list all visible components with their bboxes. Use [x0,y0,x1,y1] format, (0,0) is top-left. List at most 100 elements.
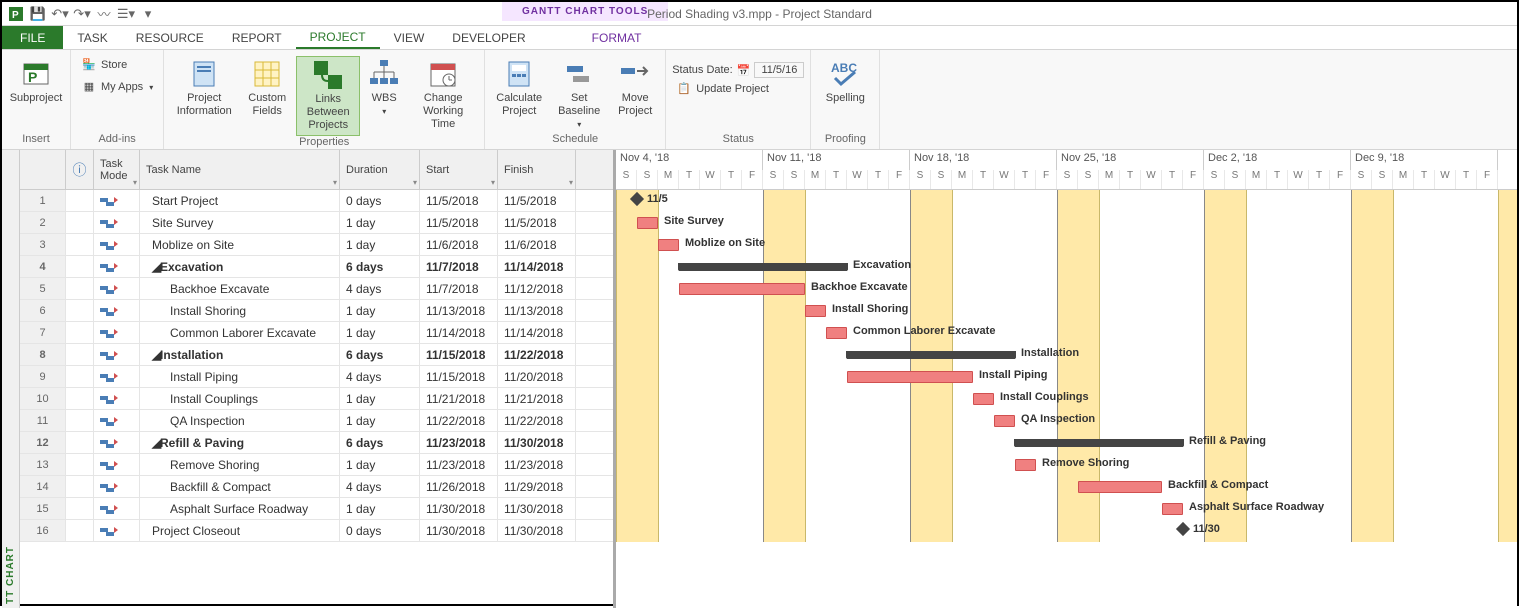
task-mode-cell[interactable] [94,454,140,475]
task-row[interactable]: 10 Install Couplings1 day11/21/201811/21… [20,388,613,410]
summary-bar[interactable] [1015,439,1183,447]
row-info[interactable] [66,190,94,211]
row-info[interactable] [66,234,94,255]
start-cell[interactable]: 11/23/2018 [420,432,498,453]
status-date-value[interactable]: 11/5/16 [754,62,804,78]
tab-view[interactable]: VIEW [380,26,439,49]
finish-cell[interactable]: 11/29/2018 [498,476,576,497]
task-row[interactable]: 2 Site Survey1 day11/5/201811/5/2018 [20,212,613,234]
duration-cell[interactable]: 1 day [340,410,420,431]
undo-icon[interactable]: ↶▾ [52,6,68,22]
row-info[interactable] [66,256,94,277]
row-info[interactable] [66,432,94,453]
start-cell[interactable]: 11/26/2018 [420,476,498,497]
task-mode-cell[interactable] [94,520,140,541]
row-number[interactable]: 14 [20,476,66,497]
row-info[interactable] [66,410,94,431]
duration-cell[interactable]: 0 days [340,190,420,211]
task-mode-cell[interactable] [94,234,140,255]
activity-icon[interactable]: 〰 [96,6,112,22]
set-baseline-button[interactable]: Set Baseline▾ [551,56,607,132]
myapps-button[interactable]: ▦My Apps▾ [77,78,157,98]
task-name-cell[interactable]: Backhoe Excavate [140,278,340,299]
finish-cell[interactable]: 11/5/2018 [498,190,576,211]
finish-cell[interactable]: 11/12/2018 [498,278,576,299]
task-row[interactable]: 15 Asphalt Surface Roadway1 day11/30/201… [20,498,613,520]
task-row[interactable]: 4◢ Excavation6 days11/7/201811/14/2018 [20,256,613,278]
move-project-button[interactable]: Move Project [611,56,659,120]
task-name-cell[interactable]: QA Inspection [140,410,340,431]
duration-cell[interactable]: 4 days [340,476,420,497]
subproject-button[interactable]: P Subproject [8,56,64,107]
task-bar[interactable] [1078,481,1162,493]
start-cell[interactable]: 11/23/2018 [420,454,498,475]
row-info[interactable] [66,520,94,541]
task-name-cell[interactable]: Moblize on Site [140,234,340,255]
col-info[interactable]: ⓘ [66,150,94,189]
finish-cell[interactable]: 11/30/2018 [498,432,576,453]
view-sidebar[interactable]: TT CHART [2,150,20,608]
duration-cell[interactable]: 6 days [340,432,420,453]
finish-cell[interactable]: 11/21/2018 [498,388,576,409]
task-mode-cell[interactable] [94,476,140,497]
duration-cell[interactable]: 1 day [340,454,420,475]
finish-cell[interactable]: 11/14/2018 [498,256,576,277]
task-mode-cell[interactable] [94,432,140,453]
row-number[interactable]: 9 [20,366,66,387]
finish-cell[interactable]: 11/30/2018 [498,498,576,519]
col-mode[interactable]: Task Mode▾ [94,150,140,189]
tab-report[interactable]: REPORT [218,26,296,49]
row-number[interactable]: 10 [20,388,66,409]
task-name-cell[interactable]: ◢ Excavation [140,256,340,277]
tab-file[interactable]: FILE [2,26,63,49]
col-rownum[interactable] [20,150,66,189]
duration-cell[interactable]: 1 day [340,300,420,321]
tab-developer[interactable]: DEVELOPER [438,26,539,49]
start-cell[interactable]: 11/30/2018 [420,520,498,541]
project-icon[interactable]: P [8,6,24,22]
task-name-cell[interactable]: Backfill & Compact [140,476,340,497]
row-info[interactable] [66,212,94,233]
finish-cell[interactable]: 11/13/2018 [498,300,576,321]
task-row[interactable]: 11 QA Inspection1 day11/22/201811/22/201… [20,410,613,432]
row-number[interactable]: 6 [20,300,66,321]
row-info[interactable] [66,366,94,387]
task-bar[interactable] [973,393,994,405]
col-name[interactable]: Task Name▾ [140,150,340,189]
tab-task[interactable]: TASK [63,26,121,49]
task-name-cell[interactable]: Install Shoring [140,300,340,321]
spelling-button[interactable]: ABCSpelling [817,56,873,107]
task-name-cell[interactable]: Remove Shoring [140,454,340,475]
start-cell[interactable]: 11/21/2018 [420,388,498,409]
start-cell[interactable]: 11/22/2018 [420,410,498,431]
task-bar[interactable] [994,415,1015,427]
row-number[interactable]: 2 [20,212,66,233]
task-mode-cell[interactable] [94,388,140,409]
row-info[interactable] [66,344,94,365]
task-mode-cell[interactable] [94,344,140,365]
save-icon[interactable]: 💾 [30,6,46,22]
task-row[interactable]: 12◢ Refill & Paving6 days11/23/201811/30… [20,432,613,454]
row-info[interactable] [66,278,94,299]
task-mode-cell[interactable] [94,410,140,431]
row-number[interactable]: 12 [20,432,66,453]
row-info[interactable] [66,300,94,321]
task-row[interactable]: 16 Project Closeout0 days11/30/201811/30… [20,520,613,542]
col-finish[interactable]: Finish▾ [498,150,576,189]
task-bar[interactable] [805,305,826,317]
task-row[interactable]: 6 Install Shoring1 day11/13/201811/13/20… [20,300,613,322]
summary-bar[interactable] [679,263,847,271]
start-cell[interactable]: 11/14/2018 [420,322,498,343]
task-bar[interactable] [826,327,847,339]
duration-cell[interactable]: 6 days [340,256,420,277]
task-name-cell[interactable]: ◢ Installation [140,344,340,365]
task-name-cell[interactable]: Common Laborer Excavate [140,322,340,343]
list-icon[interactable]: ☰▾ [118,6,134,22]
task-name-cell[interactable]: Site Survey [140,212,340,233]
row-number[interactable]: 3 [20,234,66,255]
task-row[interactable]: 13 Remove Shoring1 day11/23/201811/23/20… [20,454,613,476]
task-bar[interactable] [637,217,658,229]
task-mode-cell[interactable] [94,322,140,343]
task-mode-cell[interactable] [94,278,140,299]
start-cell[interactable]: 11/15/2018 [420,366,498,387]
